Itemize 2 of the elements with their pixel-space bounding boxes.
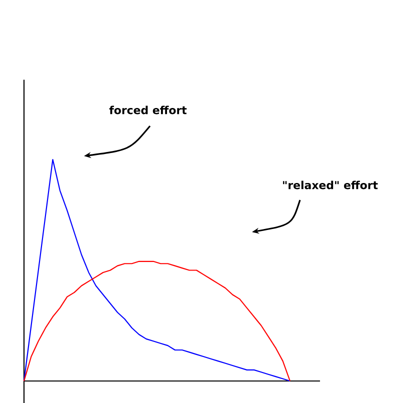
text: forced effort	[109, 106, 187, 114]
annotation: "relaxed" effort	[283, 180, 378, 190]
